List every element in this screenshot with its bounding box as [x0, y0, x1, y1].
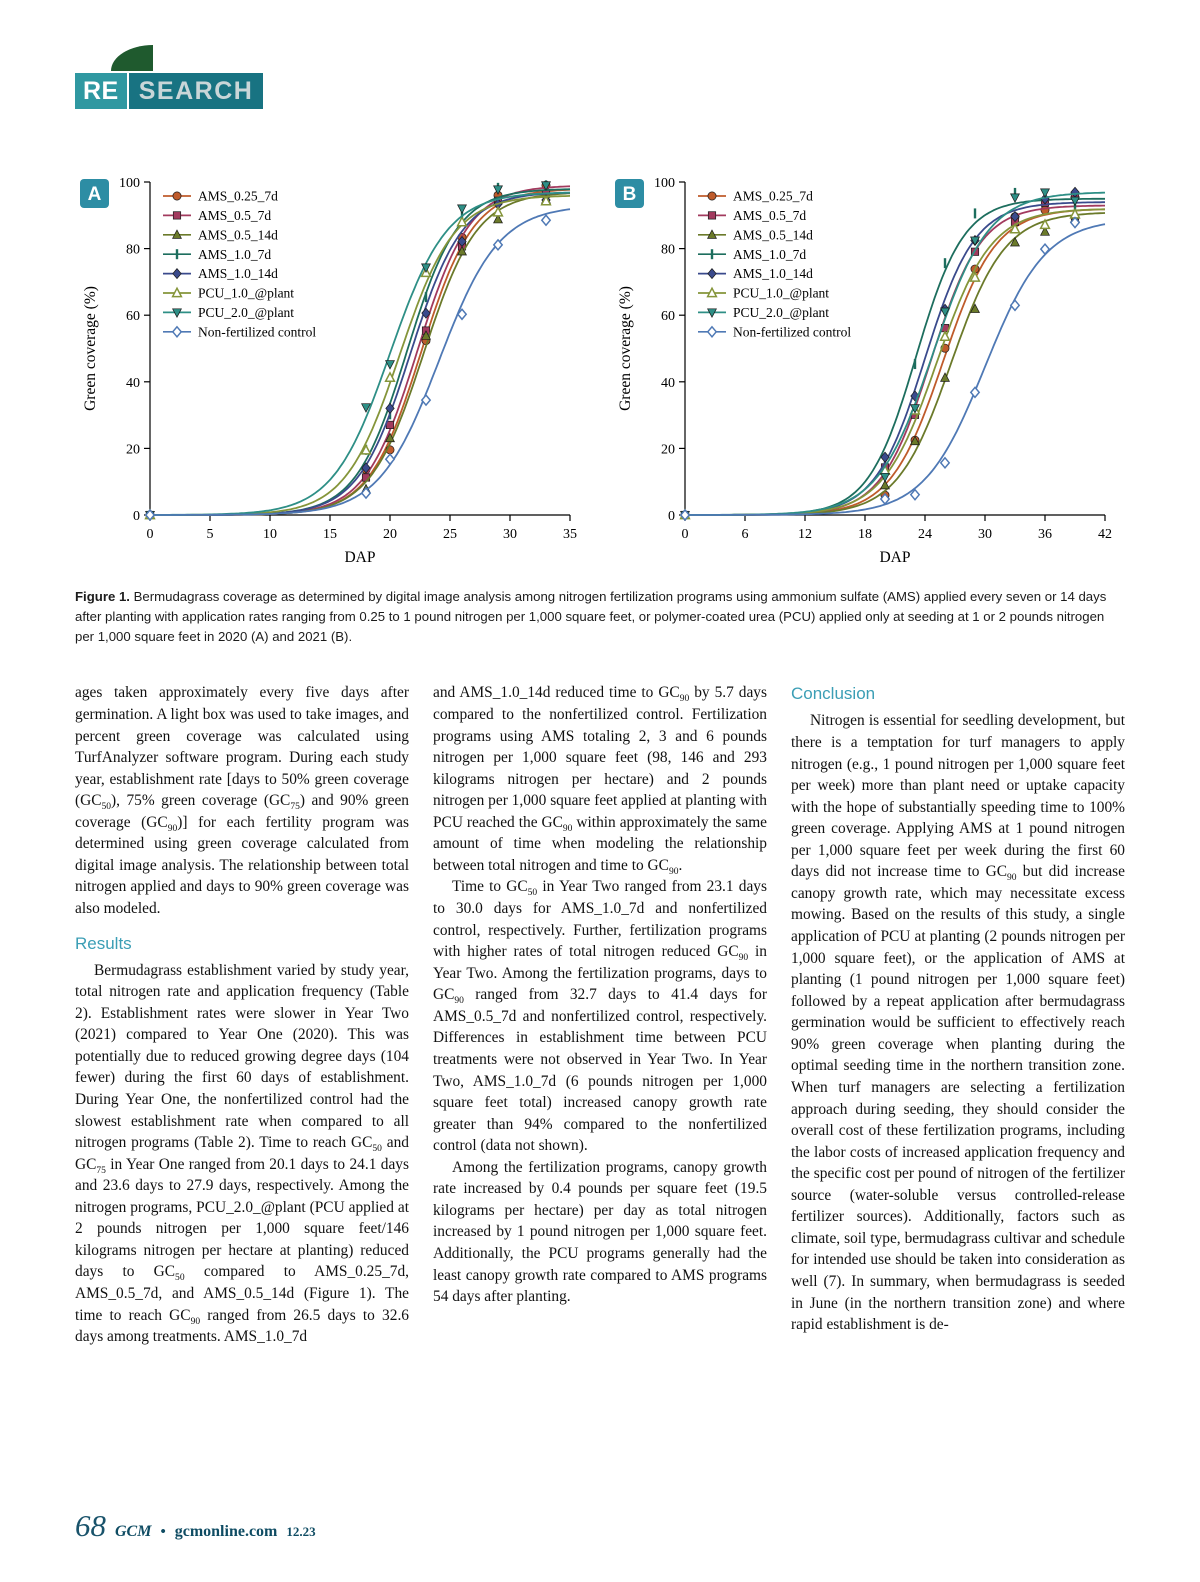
svg-text:20: 20 [661, 442, 675, 457]
leaf-icon [111, 45, 153, 71]
svg-text:0: 0 [682, 527, 689, 542]
page-footer: 68 GCM • gcmonline.com 12.23 [75, 1508, 316, 1544]
body-paragraph: Among the fertilization programs, canopy… [433, 1158, 767, 1306]
issue-number: 12.23 [286, 1524, 316, 1539]
svg-text:0: 0 [147, 527, 154, 542]
svg-text:15: 15 [323, 527, 337, 542]
svg-text:80: 80 [126, 243, 140, 258]
figure-1: 0 20 40 60 80 100 0 5 10 15 20 25 30 35 DAP Green cover… [75, 169, 1125, 573]
svg-text:6: 6 [742, 527, 749, 542]
svg-text:0: 0 [133, 509, 140, 524]
svg-text:PCU_1.0_@plant: PCU_1.0_@plant [733, 286, 829, 301]
svg-text:20: 20 [126, 442, 140, 457]
body-paragraph: Time to GC50 in Year Two ranged from 23.… [433, 878, 767, 1155]
svg-text:0: 0 [668, 509, 675, 524]
chart-svg-a: 0 20 40 60 80 100 0 5 10 15 20 25 30 35 DAP Green cover… [80, 176, 577, 566]
svg-text:AMS_0.5_14d: AMS_0.5_14d [198, 227, 278, 242]
svg-text:24: 24 [918, 527, 932, 542]
svg-text:30: 30 [503, 527, 517, 542]
svg-text:A: A [88, 184, 102, 205]
svg-text:Non-fertilized control: Non-fertilized control [198, 324, 316, 339]
chart-panel-b: 0 20 40 60 80 100 0 6 12 18 24 30 36 42 DAP Green cover… [610, 169, 1125, 573]
article-body: ages taken approximately every five days… [75, 682, 1125, 1347]
magazine-name: GCM [115, 1523, 152, 1540]
figure-caption: Figure 1. Bermudagrass coverage as deter… [75, 587, 1125, 646]
svg-text:B: B [623, 184, 637, 205]
figure-caption-label: Figure 1. [75, 589, 130, 604]
svg-text:10: 10 [263, 527, 277, 542]
svg-text:Green coverage (%): Green coverage (%) [617, 286, 634, 411]
svg-text:30: 30 [978, 527, 992, 542]
svg-text:25: 25 [443, 527, 457, 542]
svg-text:DAP: DAP [344, 549, 375, 566]
svg-text:35: 35 [563, 527, 577, 542]
svg-text:40: 40 [661, 376, 675, 391]
body-paragraph: Nitrogen is essential for seedling devel… [791, 712, 1125, 1334]
svg-text:100: 100 [654, 176, 675, 191]
svg-text:DAP: DAP [879, 549, 910, 566]
svg-text:AMS_1.0_14d: AMS_1.0_14d [733, 266, 813, 281]
svg-text:60: 60 [661, 309, 675, 324]
svg-text:AMS_1.0_14d: AMS_1.0_14d [198, 266, 278, 281]
page-number: 68 [75, 1508, 106, 1543]
chart-svg-b: 0 20 40 60 80 100 0 6 12 18 24 30 36 42 DAP Green cover… [615, 176, 1112, 566]
svg-text:PCU_2.0_@plant: PCU_2.0_@plant [198, 305, 294, 320]
svg-text:AMS_0.5_14d: AMS_0.5_14d [733, 227, 813, 242]
footer-bullet: • [160, 1524, 166, 1540]
article-column: Conclusion Nitrogen is essential for seed… [791, 682, 1125, 1347]
svg-text:Non-fertilized control: Non-fertilized control [733, 324, 851, 339]
magazine-website: gcmonline.com [174, 1523, 278, 1540]
article-column: ages taken approximately every five days… [75, 682, 409, 1347]
svg-text:36: 36 [1038, 527, 1052, 542]
svg-text:18: 18 [858, 527, 872, 542]
logo-re: RE [75, 73, 129, 109]
svg-text:42: 42 [1098, 527, 1112, 542]
article-column: and AMS_1.0_14d reduced time to GC90 by … [433, 682, 767, 1347]
svg-text:AMS_0.5_7d: AMS_0.5_7d [198, 208, 271, 223]
logo-wordmark: RE SEARCH [75, 73, 264, 109]
body-paragraph: ages taken approximately every five days… [75, 684, 410, 918]
logo-search: SEARCH [128, 73, 264, 109]
section-heading: Results [75, 933, 132, 953]
svg-text:PCU_1.0_@plant: PCU_1.0_@plant [198, 286, 294, 301]
figure-caption-text: Bermudagrass coverage as determined by d… [75, 589, 1107, 644]
svg-text:100: 100 [119, 176, 140, 191]
section-heading: Conclusion [791, 684, 876, 704]
svg-text:AMS_0.5_7d: AMS_0.5_7d [733, 208, 806, 223]
body-paragraph: and AMS_1.0_14d reduced time to GC90 by … [433, 684, 767, 877]
svg-text:AMS_0.25_7d: AMS_0.25_7d [198, 189, 278, 204]
svg-text:AMS_0.25_7d: AMS_0.25_7d [733, 189, 813, 204]
svg-text:80: 80 [661, 243, 675, 258]
svg-text:40: 40 [126, 376, 140, 391]
chart-panel-a: 0 20 40 60 80 100 0 5 10 15 20 25 30 35 DAP Green cover… [75, 169, 590, 573]
svg-text:20: 20 [383, 527, 397, 542]
body-paragraph: Bermudagrass establishment varied by stu… [75, 961, 410, 1346]
svg-text:60: 60 [126, 309, 140, 324]
svg-text:Green coverage (%): Green coverage (%) [82, 286, 99, 411]
svg-text:PCU_2.0_@plant: PCU_2.0_@plant [733, 305, 829, 320]
svg-text:5: 5 [207, 527, 214, 542]
research-logo: RE SEARCH [75, 45, 264, 109]
svg-text:AMS_1.0_7d: AMS_1.0_7d [198, 247, 271, 262]
svg-text:AMS_1.0_7d: AMS_1.0_7d [733, 247, 806, 262]
svg-text:12: 12 [798, 527, 812, 542]
